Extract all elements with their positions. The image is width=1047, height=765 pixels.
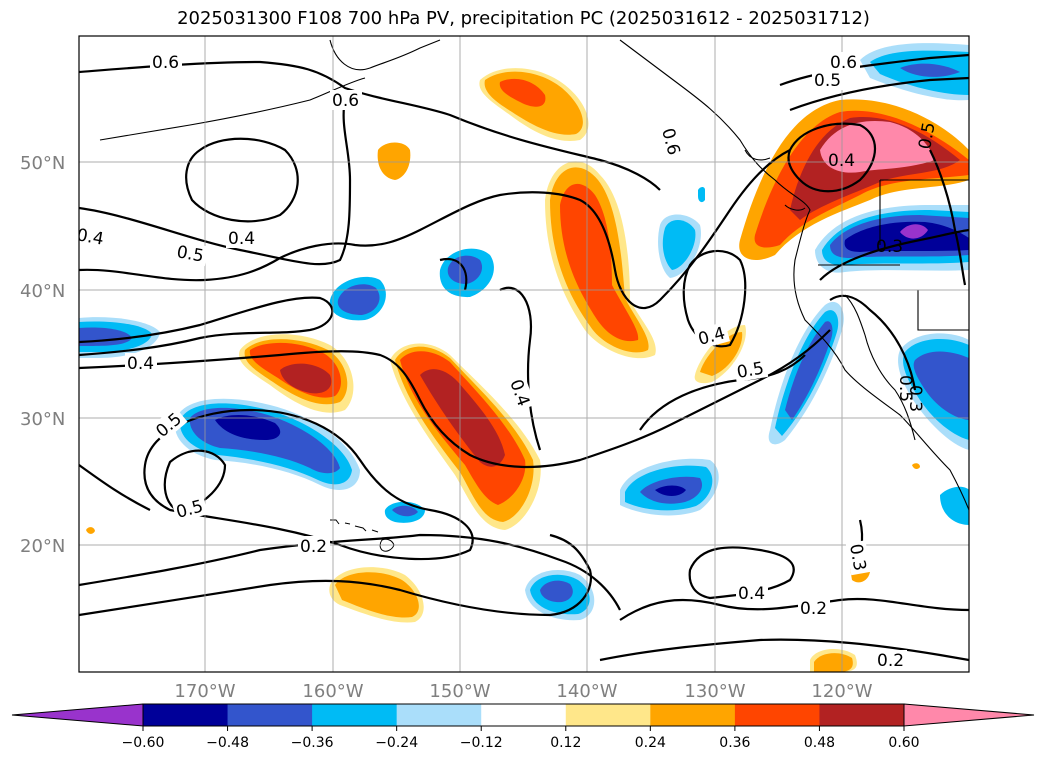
colorbar-extend-low <box>11 703 144 727</box>
colorbar-tick-label: −0.48 <box>206 735 249 751</box>
lat-label: 50°N <box>20 153 65 174</box>
contour-label: 0.5 <box>915 121 939 151</box>
lon-label: 150°W <box>429 681 490 702</box>
contour-label: 0.2 <box>800 599 827 619</box>
lat-labels: 50°N 40°N 30°N 20°N <box>20 153 65 557</box>
colorbar-swatch <box>227 704 313 726</box>
contour-label: 0.2 <box>300 537 327 557</box>
colorbar-swatch <box>650 704 736 726</box>
colorbar-tick-label: 0.48 <box>804 735 835 751</box>
contour-label: 0.4 <box>738 584 765 604</box>
lat-label: 40°N <box>20 281 65 302</box>
colorbar-swatch <box>734 704 820 726</box>
colorbar-swatch <box>396 704 482 726</box>
contour-label: 0.4 <box>228 229 255 249</box>
colorbar-frame <box>142 703 905 727</box>
colorbar-swatch <box>312 704 398 726</box>
colorbar-swatch <box>143 704 229 726</box>
lon-label: 120°W <box>811 681 872 702</box>
map-frame <box>78 35 970 673</box>
lon-label: 160°W <box>302 681 363 702</box>
colorbar-tick-label: 0.24 <box>635 735 666 751</box>
contour-label: 0.6 <box>830 53 857 73</box>
contour-label: 0.5 <box>814 71 841 91</box>
lon-label: 140°W <box>556 681 617 702</box>
colorbar-swatch <box>819 704 905 726</box>
contour-label: 0.6 <box>152 53 179 73</box>
contour-label: 0.5 <box>175 242 205 266</box>
contour-label: 0.6 <box>332 91 359 111</box>
colorbar-swatch <box>481 704 567 726</box>
contour-label: 0.3 <box>845 542 869 572</box>
contour-label: 0.3 <box>876 237 903 257</box>
contour-label: 0.5 <box>895 375 915 402</box>
contour-label: 0.5 <box>735 359 765 383</box>
graticule <box>79 36 969 672</box>
contour-label: 0.4 <box>75 225 105 249</box>
colorbar-tick-label: 0.12 <box>550 735 581 751</box>
contour-label: 0.3 <box>905 385 925 412</box>
colorbar-tick-label: −0.36 <box>291 735 334 751</box>
colorbar-tick-label: −0.60 <box>122 735 165 751</box>
contour-label: 0.4 <box>828 151 855 171</box>
chart-title: 2025031300 F108 700 hPa PV, precipitatio… <box>177 8 870 29</box>
lat-label: 20°N <box>20 536 65 557</box>
lat-label: 30°N <box>20 409 65 430</box>
contour-label: 0.4 <box>127 354 154 374</box>
colorbar: −0.60 −0.48 −0.36 −0.24 −0.12 0.12 0.24 0.36 0.4… <box>11 703 1035 751</box>
coastlines <box>99 39 969 511</box>
colorbar-tick-label: 0.36 <box>719 735 750 751</box>
colorbar-tick-label: 0.60 <box>888 735 919 751</box>
colorbar-tick-label: −0.12 <box>460 735 503 751</box>
lon-label: 170°W <box>174 681 235 702</box>
contour-label: 0.2 <box>877 651 904 671</box>
lon-label: 130°W <box>684 681 745 702</box>
colorbar-tick-label: −0.24 <box>375 735 418 751</box>
lon-labels: 170°W 160°W 150°W 140°W 130°W 120°W <box>174 681 872 702</box>
colorbar-swatch <box>565 704 651 726</box>
colorbar-extend-high <box>903 703 1035 727</box>
hawaii-islands <box>330 519 395 552</box>
